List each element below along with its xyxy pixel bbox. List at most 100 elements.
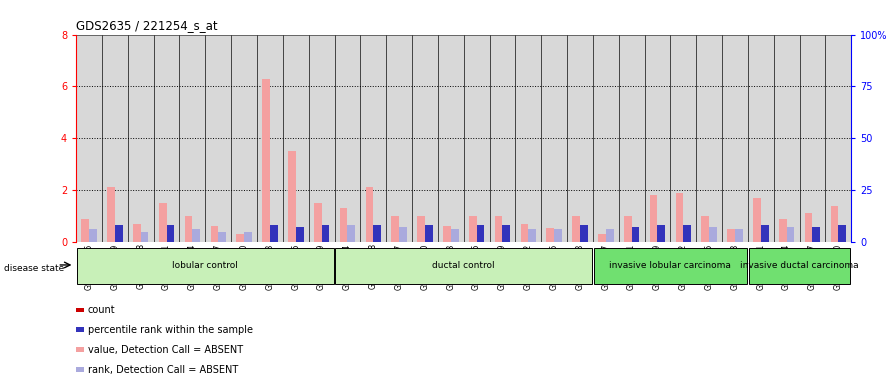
Bar (632, 227, 640, 242)
Text: invasive ductal carcinoma: invasive ductal carcinoma (740, 261, 859, 270)
Bar (702, 216, 709, 242)
Bar (270, 225, 278, 242)
Bar (495, 216, 503, 242)
Bar (799, 35, 825, 242)
Bar (322, 225, 330, 242)
Bar (521, 224, 529, 242)
Bar (167, 225, 175, 242)
Bar (288, 151, 296, 242)
Bar (813, 227, 820, 242)
Bar (443, 227, 451, 242)
Bar (728, 229, 735, 242)
Text: count: count (88, 305, 116, 315)
Bar (787, 227, 795, 242)
Bar (76, 328, 84, 332)
Bar (606, 230, 614, 242)
Bar (464, 35, 489, 242)
Bar (133, 224, 141, 242)
Bar (418, 216, 425, 242)
Bar (128, 35, 154, 242)
Bar (237, 234, 244, 242)
Bar (185, 216, 193, 242)
Bar (76, 347, 84, 352)
Bar (76, 35, 102, 242)
Bar (753, 198, 761, 242)
Bar (541, 35, 567, 242)
Bar (425, 225, 433, 242)
Bar (193, 230, 200, 242)
Bar (141, 232, 149, 242)
Bar (709, 227, 717, 242)
Bar (831, 206, 839, 242)
Bar (334, 35, 360, 242)
Bar (825, 35, 851, 242)
Bar (451, 230, 459, 242)
Bar (360, 35, 386, 242)
Bar (503, 225, 510, 242)
Bar (684, 225, 691, 242)
Bar (547, 228, 554, 242)
Bar (529, 230, 536, 242)
Bar (374, 225, 381, 242)
Bar (748, 35, 773, 242)
Bar (263, 79, 270, 242)
Bar (108, 187, 115, 242)
Bar (231, 35, 257, 242)
Bar (205, 35, 231, 242)
Bar (749, 248, 850, 284)
Bar (658, 225, 665, 242)
Bar (159, 203, 167, 242)
Bar (477, 225, 485, 242)
Bar (348, 225, 355, 242)
Bar (335, 248, 592, 284)
Bar (489, 35, 515, 242)
Bar (399, 227, 407, 242)
Bar (366, 187, 374, 242)
Bar (115, 225, 123, 242)
Bar (670, 35, 696, 242)
Bar (179, 35, 205, 242)
Bar (283, 35, 308, 242)
Bar (515, 35, 541, 242)
Bar (676, 193, 684, 242)
Bar (340, 208, 348, 242)
Bar (244, 232, 252, 242)
Bar (722, 35, 748, 242)
Text: ductal control: ductal control (433, 261, 495, 270)
Bar (594, 248, 747, 284)
Bar (573, 216, 580, 242)
Bar (773, 35, 799, 242)
Text: lobular control: lobular control (172, 261, 238, 270)
Bar (438, 35, 464, 242)
Bar (554, 230, 562, 242)
Text: invasive lobular carcinoma: invasive lobular carcinoma (609, 261, 731, 270)
Bar (644, 35, 670, 242)
Bar (839, 225, 846, 242)
Bar (779, 218, 787, 242)
Bar (219, 232, 226, 242)
Bar (761, 225, 769, 242)
Bar (211, 227, 219, 242)
Bar (624, 216, 632, 242)
Bar (593, 35, 618, 242)
Text: disease state: disease state (4, 264, 65, 273)
Bar (735, 230, 743, 242)
Bar (598, 234, 606, 242)
Bar (696, 35, 722, 242)
Bar (102, 35, 128, 242)
Bar (314, 203, 322, 242)
Bar (308, 35, 334, 242)
Bar (469, 216, 477, 242)
Bar (580, 225, 588, 242)
Bar (805, 214, 813, 242)
Text: rank, Detection Call = ABSENT: rank, Detection Call = ABSENT (88, 364, 238, 374)
Bar (257, 35, 283, 242)
Bar (89, 230, 97, 242)
Text: value, Detection Call = ABSENT: value, Detection Call = ABSENT (88, 345, 243, 355)
Bar (76, 308, 84, 313)
Bar (76, 367, 84, 372)
Bar (77, 248, 333, 284)
Bar (386, 35, 412, 242)
Bar (392, 216, 399, 242)
Bar (296, 227, 304, 242)
